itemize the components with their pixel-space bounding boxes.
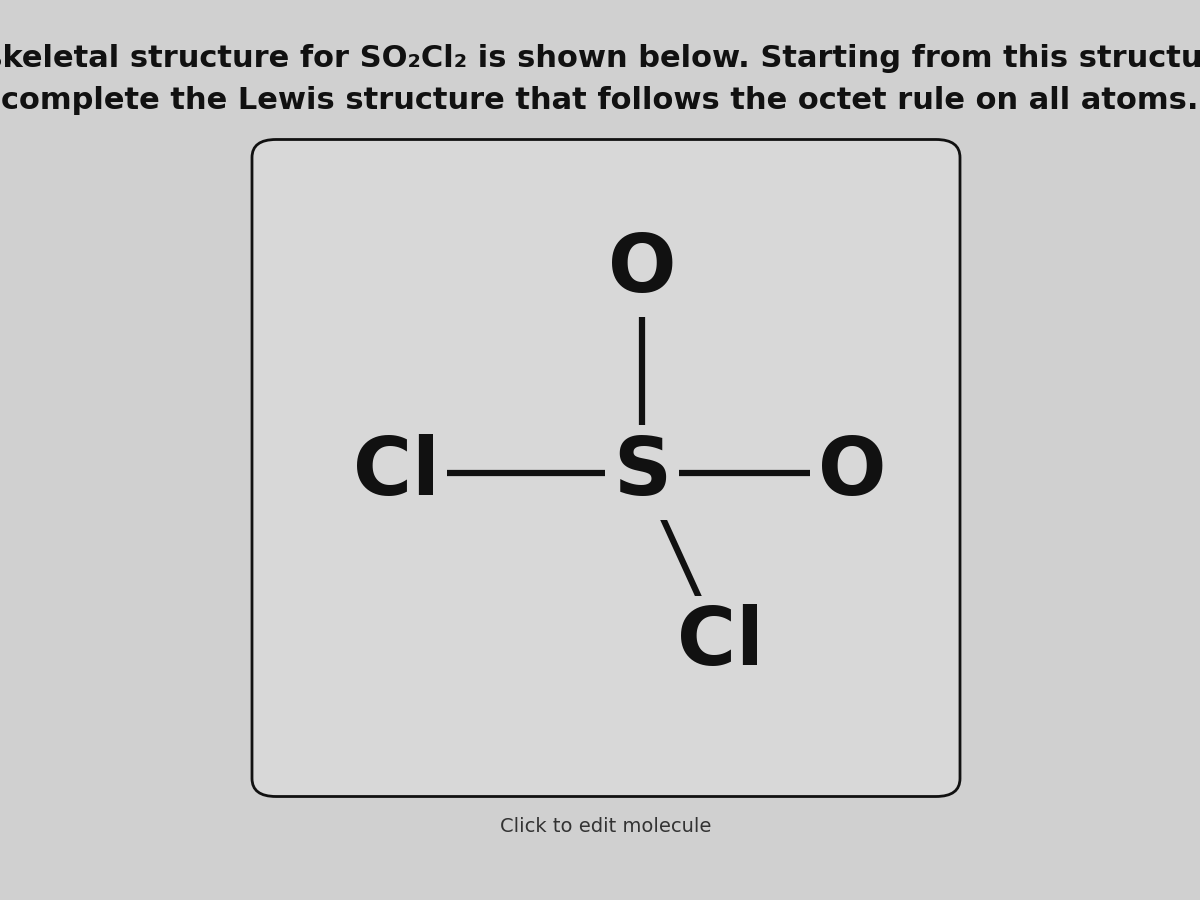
Text: S: S — [613, 434, 671, 511]
Text: O: O — [608, 231, 676, 309]
Text: complete the Lewis structure that follows the octet rule on all atoms.: complete the Lewis structure that follow… — [1, 86, 1199, 115]
Text: O: O — [818, 434, 886, 511]
FancyBboxPatch shape — [252, 140, 960, 796]
Text: Cl: Cl — [353, 434, 439, 511]
Text: Cl: Cl — [677, 605, 763, 682]
Text: A skeletal structure for SO₂Cl₂ is shown below. Starting from this structure,: A skeletal structure for SO₂Cl₂ is shown… — [0, 44, 1200, 73]
Text: Click to edit molecule: Click to edit molecule — [500, 816, 712, 836]
